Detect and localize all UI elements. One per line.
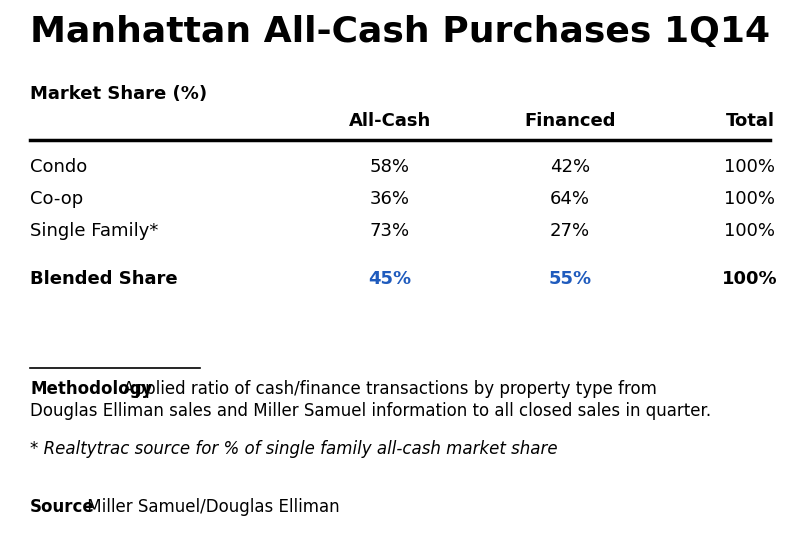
Text: 55%: 55% (549, 270, 591, 288)
Text: Applied ratio of cash/finance transactions by property type from: Applied ratio of cash/finance transactio… (118, 380, 657, 398)
Text: * Realtytrac source for % of single family all-cash market share: * Realtytrac source for % of single fami… (30, 440, 558, 458)
Text: 64%: 64% (550, 190, 590, 208)
Text: Financed: Financed (524, 112, 616, 130)
Text: Douglas Elliman sales and Miller Samuel information to all closed sales in quart: Douglas Elliman sales and Miller Samuel … (30, 402, 711, 420)
Text: 58%: 58% (370, 158, 410, 176)
Text: Market Share (%): Market Share (%) (30, 85, 207, 103)
Text: Miller Samuel/Douglas Elliman: Miller Samuel/Douglas Elliman (82, 498, 340, 516)
Text: Blended Share: Blended Share (30, 270, 178, 288)
Text: Methodology: Methodology (30, 380, 152, 398)
Text: Manhattan All-Cash Purchases 1Q14: Manhattan All-Cash Purchases 1Q14 (30, 15, 770, 49)
Text: Co-op: Co-op (30, 190, 83, 208)
Text: 45%: 45% (369, 270, 411, 288)
Text: Total: Total (726, 112, 774, 130)
Text: Condo: Condo (30, 158, 87, 176)
Text: 73%: 73% (370, 222, 410, 240)
Text: 36%: 36% (370, 190, 410, 208)
Text: 42%: 42% (550, 158, 590, 176)
Text: 100%: 100% (725, 190, 775, 208)
Text: 27%: 27% (550, 222, 590, 240)
Text: 100%: 100% (725, 222, 775, 240)
Text: All-Cash: All-Cash (349, 112, 431, 130)
Text: 100%: 100% (722, 270, 778, 288)
Text: Source: Source (30, 498, 94, 516)
Text: Single Family*: Single Family* (30, 222, 158, 240)
Text: 100%: 100% (725, 158, 775, 176)
